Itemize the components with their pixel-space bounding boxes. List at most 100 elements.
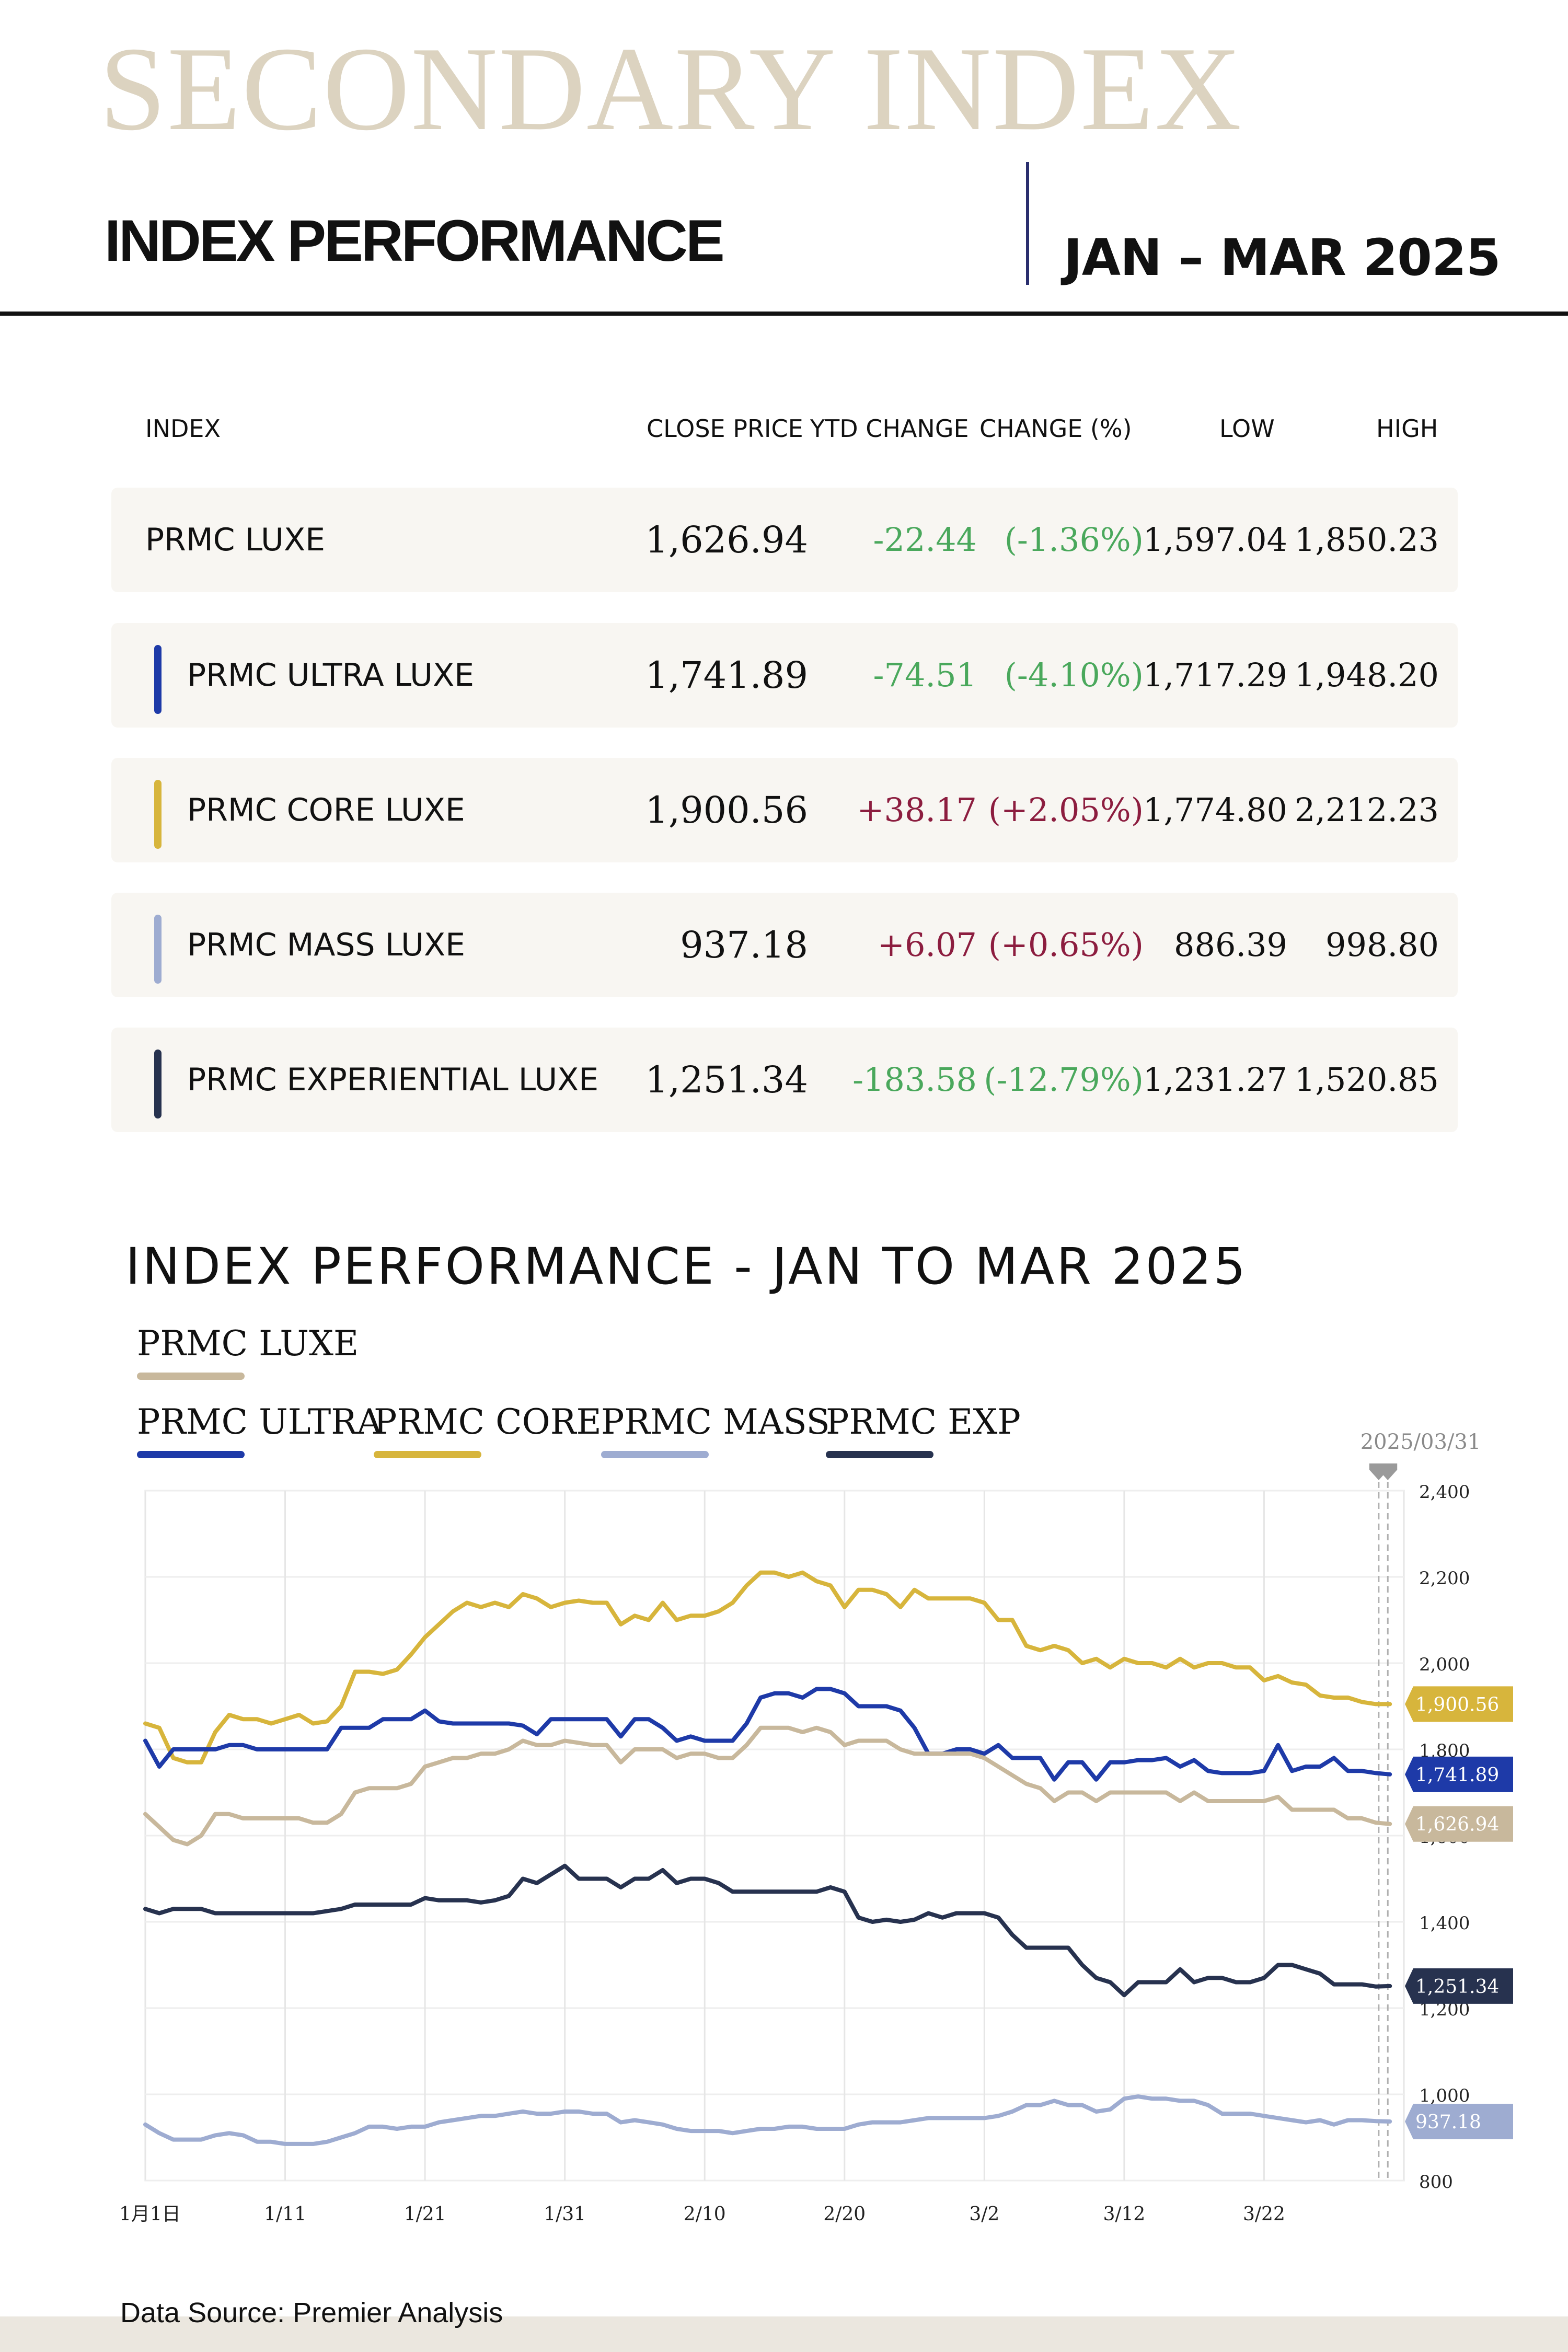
row-low: 886.39 xyxy=(1174,926,1287,964)
end-value-label: 1,626.94 xyxy=(1415,1814,1499,1836)
end-value-label: 1,741.89 xyxy=(1415,1765,1499,1786)
header-divider xyxy=(1026,162,1029,285)
legend-item: PRMC LUXE xyxy=(137,1327,359,1380)
series-accent-bar xyxy=(154,645,162,714)
legend-label: PRMC CORE xyxy=(374,1402,602,1442)
row-change-pct: (-1.36%) xyxy=(1004,521,1144,559)
row-close-price: 1,251.34 xyxy=(645,1058,808,1101)
row-close-price: 1,741.89 xyxy=(645,654,808,697)
row-low: 1,231.27 xyxy=(1143,1060,1287,1099)
col-header-close-price: CLOSE PRICE xyxy=(647,414,803,443)
x-tick-label: 2/20 xyxy=(823,2204,866,2225)
legend-item: PRMC CORE xyxy=(374,1405,602,1458)
chart-title: INDEX PERFORMANCE - JAN TO MAR 2025 xyxy=(125,1237,1248,1296)
legend-label: PRMC MASS xyxy=(601,1402,830,1442)
header-rule xyxy=(0,312,1568,316)
row-index-name: PRMC CORE LUXE xyxy=(187,792,465,828)
row-change-pct: (-12.79%) xyxy=(984,1060,1144,1099)
x-tick-label: 1/11 xyxy=(264,2204,306,2225)
end-value-tag xyxy=(1405,2103,1513,2139)
line-chart: 8001,0001,2001,4001,6001,8002,0002,2002,… xyxy=(119,1430,1513,2225)
end-value-tag xyxy=(1405,1806,1513,1842)
marker-pin-icon xyxy=(1378,1463,1398,1480)
col-header-high: HIGH xyxy=(1376,414,1438,443)
y-tick-label: 800 xyxy=(1419,2172,1453,2193)
x-tick-label: 1/31 xyxy=(544,2204,586,2225)
end-value-label: 1,900.56 xyxy=(1415,1694,1499,1715)
end-value-tag xyxy=(1405,1756,1513,1792)
table-row: PRMC LUXE 1,626.94 -22.44 (-1.36%) 1,597.04 1… xyxy=(111,488,1458,592)
row-index-name: PRMC MASS LUXE xyxy=(187,927,466,963)
y-tick-label: 1,000 xyxy=(1419,2085,1470,2106)
row-low: 1,597.04 xyxy=(1143,521,1287,559)
x-tick-label: 3/2 xyxy=(969,2204,999,2225)
period-label: JAN – MAR 2025 xyxy=(1064,228,1501,287)
row-index-name: PRMC EXPERIENTIAL LUXE xyxy=(187,1062,599,1098)
row-ytd-change: -183.58 xyxy=(852,1060,977,1099)
series-accent-bar xyxy=(154,915,162,984)
series-line-core xyxy=(143,1570,1392,1765)
legend-swatch xyxy=(826,1451,933,1458)
series-accent-bar xyxy=(154,1050,162,1119)
end-value-tag xyxy=(1405,1686,1513,1722)
x-tick-label: 1月1日 xyxy=(119,2204,181,2225)
row-high: 1,520.85 xyxy=(1294,1060,1439,1099)
page-title: SECONDARY INDEX xyxy=(99,22,1243,155)
legend-label: PRMC LUXE xyxy=(137,1323,359,1364)
row-low: 1,774.80 xyxy=(1143,791,1287,829)
legend-swatch xyxy=(374,1451,481,1458)
series-line-exp xyxy=(143,1863,1392,1998)
table-row: PRMC EXPERIENTIAL LUXE 1,251.34 -183.58 (-1… xyxy=(111,1028,1458,1132)
legend-swatch xyxy=(137,1451,245,1458)
row-ytd-change: +38.17 xyxy=(857,791,977,829)
row-high: 998.80 xyxy=(1325,926,1439,964)
row-ytd-change: +6.07 xyxy=(878,926,977,964)
row-change-pct: (-4.10%) xyxy=(1004,656,1144,694)
series-line-mass xyxy=(143,2094,1392,2146)
legend-item: PRMC ULTRA xyxy=(137,1405,382,1458)
legend-swatch xyxy=(601,1451,709,1458)
row-close-price: 1,900.56 xyxy=(645,789,808,832)
series-line-ultra xyxy=(143,1687,1392,1782)
y-tick-label: 1,400 xyxy=(1419,1913,1470,1934)
footer-band xyxy=(0,2316,1568,2352)
row-ytd-change: -74.51 xyxy=(873,656,977,694)
legend-swatch xyxy=(137,1373,245,1380)
row-close-price: 1,626.94 xyxy=(645,518,808,561)
row-ytd-change: -22.44 xyxy=(873,521,977,559)
row-close-price: 937.18 xyxy=(680,924,808,966)
page-subtitle: INDEX PERFORMANCE xyxy=(105,208,725,273)
table-row: PRMC CORE LUXE 1,900.56 +38.17 (+2.05%) 1,77… xyxy=(111,758,1458,862)
table-row: PRMC ULTRA LUXE 1,741.89 -74.51 (-4.10%) 1,7… xyxy=(111,623,1458,728)
marker-date-label: 2025/03/31 xyxy=(1361,1430,1481,1454)
x-tick-label: 2/10 xyxy=(684,2204,726,2225)
y-tick-label: 2,200 xyxy=(1419,1568,1470,1589)
col-header-ytd-change: YTD CHANGE xyxy=(810,414,969,443)
col-header-change-pct: CHANGE (%) xyxy=(979,414,1132,443)
col-header-low: LOW xyxy=(1219,414,1275,443)
x-tick-label: 3/12 xyxy=(1103,2204,1145,2225)
y-tick-label: 2,000 xyxy=(1419,1654,1470,1675)
end-value-label: 937.18 xyxy=(1415,2112,1481,2133)
row-index-name: PRMC ULTRA LUXE xyxy=(187,657,475,694)
legend-label: PRMC EXP xyxy=(826,1402,1021,1442)
row-low: 1,717.29 xyxy=(1143,656,1287,694)
row-change-pct: (+2.05%) xyxy=(988,791,1144,829)
data-source: Data Source: Premier Analysis xyxy=(120,2297,503,2328)
table-row: PRMC MASS LUXE 937.18 +6.07 (+0.65%) 886.39 9… xyxy=(111,893,1458,997)
row-index-name: PRMC LUXE xyxy=(145,522,325,558)
legend-item: PRMC MASS xyxy=(601,1405,830,1458)
y-tick-label: 2,400 xyxy=(1419,1482,1470,1503)
series-accent-bar xyxy=(154,780,162,849)
col-header-index: INDEX xyxy=(145,414,221,443)
series-line-luxe xyxy=(143,1725,1392,1847)
legend-label: PRMC ULTRA xyxy=(137,1402,382,1442)
legend-item: PRMC EXP xyxy=(826,1405,1021,1458)
end-value-tag xyxy=(1405,1968,1513,2004)
end-value-label: 1,251.34 xyxy=(1415,1976,1499,1998)
row-change-pct: (+0.65%) xyxy=(988,926,1144,964)
row-high: 2,212.23 xyxy=(1294,791,1439,829)
row-high: 1,850.23 xyxy=(1294,521,1439,559)
x-tick-label: 3/22 xyxy=(1243,2204,1285,2225)
row-high: 1,948.20 xyxy=(1294,656,1439,694)
